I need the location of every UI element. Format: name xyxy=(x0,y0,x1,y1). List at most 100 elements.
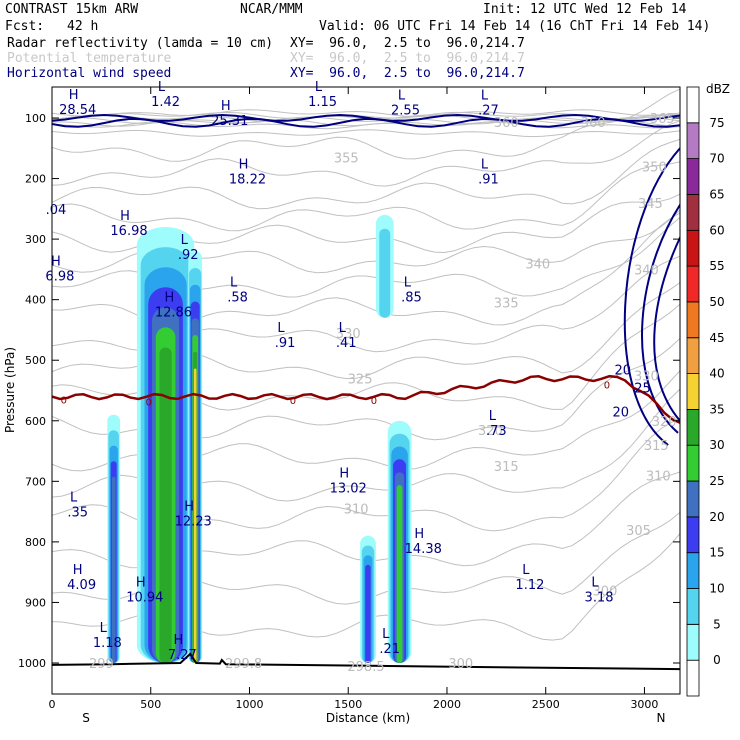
colorbar-tick-label: 60 xyxy=(709,223,724,237)
colorbar-swatch xyxy=(686,659,700,697)
y-axis-title: Pressure (hPa) xyxy=(3,347,17,433)
isentrope-label: 299 xyxy=(89,657,114,672)
wind-extremum-marker: H xyxy=(184,500,194,515)
isentrope-label: 335 xyxy=(494,297,519,312)
wind-extremum-marker: H xyxy=(239,158,249,173)
y-tick-label: 400 xyxy=(25,294,46,307)
wind-extremum-value: .35 xyxy=(67,506,88,521)
freezing-level-line xyxy=(52,374,680,424)
isentrope-label: 360 xyxy=(494,116,519,131)
colorbar: 0 5 10 15 20 25 30 35 40 45 50 55 60 65 70 75 dBZ xyxy=(686,82,730,697)
field-wind-xy: XY= 96.0, 2.5 to 96.0,214.7 xyxy=(290,66,525,81)
wind-extremum-value: 28.54 xyxy=(59,103,96,118)
freezing-level-label: 0 xyxy=(290,396,296,407)
x-axis-title: Distance (km) xyxy=(326,711,410,725)
colorbar-swatch xyxy=(686,552,700,589)
wind-extremum-value: .91 xyxy=(275,336,296,351)
colorbar-tick-label: 0 xyxy=(713,653,721,667)
wind-extremum-marker: L xyxy=(481,88,489,103)
isentrope-line xyxy=(52,88,680,162)
freezing-level-label: 0 xyxy=(61,396,67,407)
wind-extremum-value: 10.94 xyxy=(126,590,163,605)
forecast-label: Fcst: xyxy=(5,19,45,34)
wind-extremum-value: 6.98 xyxy=(45,269,74,284)
valid-time: Valid: 06 UTC Fri 14 Feb 14 (16 ChT Fri … xyxy=(319,19,711,34)
wind-extremum-marker: H xyxy=(73,563,83,578)
wind-extremum-marker: L xyxy=(398,88,406,103)
freezing-level: 0 0 0 0 0 xyxy=(52,374,680,424)
wind-extremum-value: 1.15 xyxy=(308,95,337,110)
field-wind-name: Horizontal wind speed xyxy=(7,66,172,81)
colorbar-swatch xyxy=(686,408,700,446)
isentrope-label: 320 xyxy=(652,415,677,430)
x-tick-label: 3000 xyxy=(630,698,658,711)
reflectivity-band xyxy=(193,368,197,663)
colorbar-tick-label: 20 xyxy=(709,510,724,524)
isentrope-label: 300 xyxy=(593,584,618,599)
isentrope-label: 345 xyxy=(638,197,663,212)
wind-extremum-marker: L xyxy=(70,491,78,506)
x-tick-label: 1500 xyxy=(334,698,362,711)
wind-contour-label: 20 xyxy=(614,363,631,378)
wind-extremum-value: 1.42 xyxy=(151,95,180,110)
reflectivity-band xyxy=(111,476,116,663)
wind-extremum-value: .73 xyxy=(486,424,507,439)
x-end-label-north: N xyxy=(657,711,666,725)
colorbar-tick-label: 75 xyxy=(709,116,724,130)
wind-extremum-value: 14.38 xyxy=(405,542,442,557)
wind-contours xyxy=(52,113,680,446)
wind-extremum-marker: L xyxy=(339,321,347,336)
colorbar-swatch xyxy=(686,86,700,124)
isentrope-label: 355 xyxy=(334,151,359,166)
isentrope-label: 315 xyxy=(494,460,519,475)
wind-extremum-value: .85 xyxy=(401,291,422,306)
x-tick-label: 1000 xyxy=(235,698,263,711)
wind-extremum-marker: H xyxy=(136,575,146,590)
colorbar-swatch xyxy=(686,122,700,160)
isentrope-label: 360 xyxy=(581,116,606,131)
wind-extremum-marker: L xyxy=(277,321,285,336)
y-tick-label: 900 xyxy=(25,596,46,609)
colorbar-swatch xyxy=(686,301,700,339)
wind-extremum-value: .21 xyxy=(379,642,400,657)
isentrope-label: 330 xyxy=(336,327,361,342)
wind-extremum-marker: H xyxy=(221,99,231,114)
wind-extremum-value: 25.31 xyxy=(211,114,248,129)
isentrope-label: 300 xyxy=(448,657,473,672)
x-end-label-south: S xyxy=(82,711,90,725)
wind-extremum-value: 3.18 xyxy=(585,590,614,605)
plot-frame xyxy=(51,86,681,695)
isentrope-label: 325 xyxy=(348,372,373,387)
wind-extremum-value: 12.23 xyxy=(175,515,212,530)
colorbar-swatch xyxy=(686,516,700,554)
wind-extremum-value: 16.98 xyxy=(110,224,147,239)
isentrope-label: 310 xyxy=(646,469,671,484)
colorbar-tick-label: 30 xyxy=(709,438,724,452)
colorbar-tick-label: 65 xyxy=(709,187,724,201)
wind-extremum-value: 1.12 xyxy=(515,578,544,593)
field-reflectivity-xy: XY= 96.0, 2.5 to 96.0,214.7 xyxy=(290,36,525,51)
colorbar-swatch xyxy=(686,444,700,482)
colorbar-swatch xyxy=(686,588,700,625)
isentrope-line xyxy=(52,109,680,118)
wind-contour-line xyxy=(623,147,680,446)
freezing-level-label: 0 xyxy=(371,396,377,407)
isentrope-label: 315 xyxy=(644,439,669,454)
colorbar-tick-label: 10 xyxy=(709,582,724,596)
terrain-line xyxy=(52,652,680,671)
wind-extremum-marker: H xyxy=(120,209,130,224)
model-name: CONTRAST 15km ARW xyxy=(5,2,139,17)
isentrope-label: 310 xyxy=(344,503,369,518)
init-time: Init: 12 UTC Wed 12 Feb 14 xyxy=(483,2,687,17)
x-tick-label: 2500 xyxy=(532,698,560,711)
center-name: NCAR/MMM xyxy=(240,2,303,17)
wind-contour-label: 25 xyxy=(634,381,651,396)
y-tick-label: 300 xyxy=(25,233,46,246)
wind-extremum-marker: L xyxy=(404,276,412,291)
isentrope-line xyxy=(52,161,680,232)
x-tick-label: 2000 xyxy=(433,698,461,711)
colorbar-tick-label: 35 xyxy=(709,402,724,416)
colorbar-swatch xyxy=(686,158,700,195)
